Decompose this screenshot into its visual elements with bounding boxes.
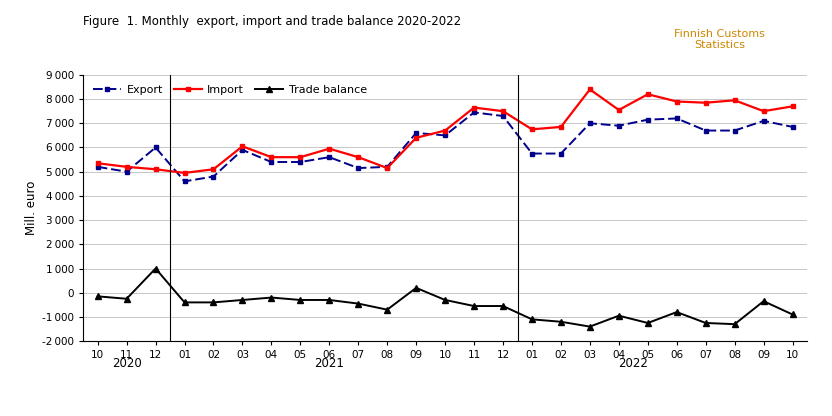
Import (180, 171, 190, 176)
Trade balance (556, 319, 566, 324)
Text: 2021: 2021 (314, 357, 344, 370)
Import (295, 155, 305, 160)
Export (92, 164, 102, 169)
Import (237, 144, 247, 149)
Import (440, 128, 450, 133)
Import (671, 99, 681, 104)
Import (643, 92, 653, 97)
Export (237, 147, 247, 152)
Export (354, 166, 364, 171)
Export (671, 116, 681, 121)
Import (585, 87, 595, 92)
Trade balance (498, 304, 508, 309)
Export (440, 133, 450, 138)
Import (382, 166, 392, 171)
Trade balance (92, 294, 102, 299)
Import (411, 135, 421, 140)
Import (151, 167, 161, 172)
Export (382, 164, 392, 169)
Export (151, 145, 161, 150)
Import (209, 167, 219, 172)
Import (121, 164, 131, 169)
Text: Statistics: Statistics (694, 40, 745, 50)
Text: 2022: 2022 (618, 357, 648, 370)
Export (180, 179, 190, 184)
Trade balance (382, 307, 392, 312)
Trade balance (295, 297, 305, 302)
Export (701, 128, 711, 133)
Import (788, 104, 798, 109)
Trade balance (730, 322, 740, 327)
Export (469, 110, 479, 115)
Export (614, 123, 624, 128)
Export (527, 151, 537, 156)
Text: Figure  1. Monthly  export, import and trade balance 2020-2022: Figure 1. Monthly export, import and tra… (83, 15, 461, 27)
Trade balance (237, 297, 247, 302)
Trade balance (209, 300, 219, 305)
Line: Import: Import (96, 87, 795, 175)
Import (701, 100, 711, 105)
Trade balance (266, 295, 276, 300)
Export (121, 169, 131, 174)
Trade balance (701, 320, 711, 325)
Trade balance (354, 301, 364, 306)
Trade balance (527, 317, 537, 322)
Import (266, 155, 276, 160)
Import (759, 109, 769, 114)
Export (209, 174, 219, 179)
Export (324, 155, 334, 160)
Trade balance (121, 296, 131, 301)
Export (498, 114, 508, 119)
Import (354, 155, 364, 160)
Trade balance (411, 285, 421, 290)
Line: Trade balance: Trade balance (95, 266, 795, 329)
Trade balance (180, 300, 190, 305)
Y-axis label: Mill. euro: Mill. euro (25, 181, 38, 235)
Trade balance (614, 313, 624, 318)
Export (585, 121, 595, 126)
Legend: Export, Import, Trade balance: Export, Import, Trade balance (89, 80, 371, 99)
Export (556, 151, 566, 156)
Text: 2020: 2020 (111, 357, 141, 370)
Trade balance (324, 297, 334, 302)
Trade balance (440, 297, 450, 302)
Line: Export: Export (96, 110, 795, 183)
Trade balance (151, 266, 161, 271)
Export (730, 128, 740, 133)
Import (324, 146, 334, 151)
Trade balance (759, 299, 769, 304)
Export (759, 119, 769, 124)
Export (266, 159, 276, 164)
Import (469, 105, 479, 110)
Trade balance (671, 310, 681, 314)
Import (527, 127, 537, 132)
Import (730, 98, 740, 103)
Trade balance (469, 304, 479, 309)
Export (411, 131, 421, 136)
Export (295, 159, 305, 164)
Import (556, 124, 566, 129)
Trade balance (788, 312, 798, 317)
Text: Finnish Customs: Finnish Customs (674, 29, 765, 39)
Export (643, 117, 653, 122)
Import (92, 161, 102, 166)
Trade balance (585, 324, 595, 329)
Trade balance (643, 320, 653, 325)
Import (498, 109, 508, 114)
Export (788, 124, 798, 129)
Import (614, 107, 624, 112)
